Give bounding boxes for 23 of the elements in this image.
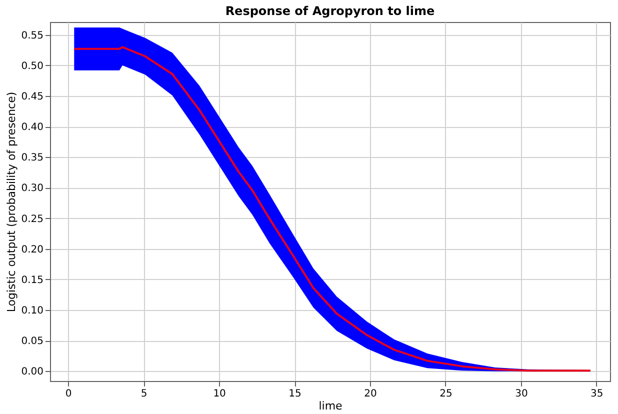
x-tick-label: 0: [65, 388, 72, 400]
x-tick-label: 30: [515, 388, 528, 400]
x-tick-label: 25: [440, 388, 452, 400]
x-tick-label: 10: [213, 388, 226, 400]
x-tick-label: 35: [590, 388, 604, 400]
y-tick-label: 0.45: [21, 92, 44, 102]
y-tick-label: 0.55: [21, 30, 44, 42]
x-tick-label: 5: [140, 388, 148, 400]
y-tick-label: 0.25: [21, 214, 44, 225]
y-axis-title: Logistic output (probability of presence): [5, 92, 18, 312]
y-tick-label: 0.40: [21, 122, 44, 134]
y-tick-label: 0.10: [21, 306, 44, 317]
y-tick-label: 0.30: [21, 183, 44, 194]
y-tick-label: 0.15: [21, 274, 44, 286]
y-tick-label: 0.35: [21, 152, 44, 164]
x-tick-label: 20: [364, 388, 377, 400]
chart-title: Response of Agropyron to lime: [225, 4, 435, 18]
y-tick-label: 0.05: [21, 336, 44, 348]
y-tick-label: 0.00: [21, 366, 44, 378]
y-tick-label: 0.50: [21, 60, 44, 72]
y-tick-label: 0.20: [21, 244, 44, 256]
x-tick-label: 15: [288, 388, 302, 400]
x-axis-title: lime: [318, 400, 343, 412]
